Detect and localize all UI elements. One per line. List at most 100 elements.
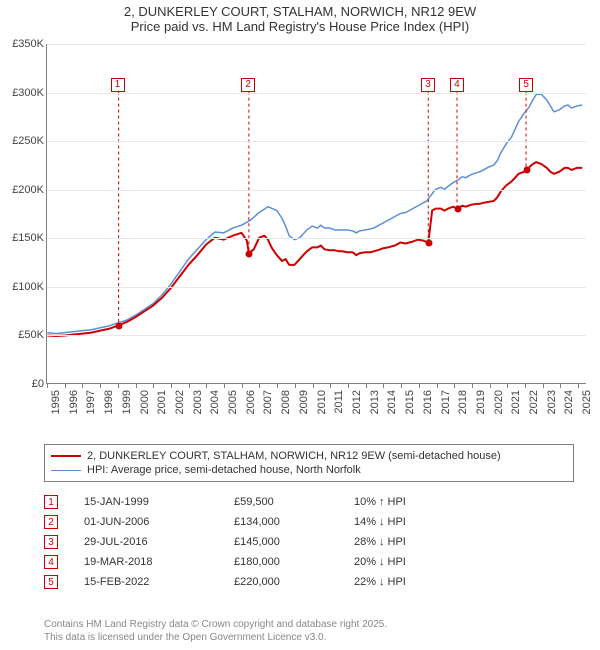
- legend-row-hpi: HPI: Average price, semi-detached house,…: [51, 463, 567, 477]
- y-axis-label: £100K: [6, 281, 44, 293]
- tcell-hpi: 20% ↓ HPI: [354, 556, 504, 568]
- legend-swatch-hpi: [51, 470, 81, 471]
- hpi-pct: 10%: [354, 496, 376, 508]
- arrow-down-icon: ↓: [379, 576, 385, 588]
- sale-marker-box: 4: [450, 78, 464, 92]
- tcell-date: 29-JUL-2016: [84, 536, 234, 548]
- x-tick: [543, 384, 544, 388]
- footnote: Contains HM Land Registry data © Crown c…: [44, 618, 574, 644]
- arrow-down-icon: ↓: [379, 556, 385, 568]
- table-row: 3 29-JUL-2016£145,00028% ↓ HPI: [44, 532, 574, 552]
- tcell-hpi: 22% ↓ HPI: [354, 576, 504, 588]
- x-tick: [383, 384, 384, 388]
- table-row: 419-MAR-2018£180,00020% ↓ HPI: [44, 552, 574, 572]
- x-tick: [525, 384, 526, 388]
- tcell-hpi: 10% ↑ HPI: [354, 496, 504, 508]
- tcell-date: 01-JUN-2006: [84, 516, 234, 528]
- x-tick: [224, 384, 225, 388]
- x-tick: [189, 384, 190, 388]
- x-tick: [578, 384, 579, 388]
- sale-marker-box: 1: [111, 78, 125, 92]
- sale-marker-box-small: 3: [44, 535, 58, 549]
- tcell-price: £145,000: [234, 536, 354, 548]
- sale-point: [246, 250, 253, 257]
- sale-marker-box: 5: [519, 78, 533, 92]
- legend: 2, DUNKERLEY COURT, STALHAM, NORWICH, NR…: [44, 444, 574, 482]
- series-line: [47, 162, 582, 336]
- y-axis-label: £150K: [6, 232, 44, 244]
- sale-marker-box: 2: [241, 78, 255, 92]
- gridline: [47, 141, 586, 142]
- table-row: 1 15-JAN-1999£59,50010% ↑ HPI: [44, 492, 574, 512]
- y-axis-label: £0: [6, 378, 44, 390]
- hpi-suffix: HPI: [388, 576, 406, 588]
- title-subtitle: Price paid vs. HM Land Registry's House …: [0, 19, 600, 34]
- tcell-marker: 1: [44, 495, 84, 509]
- x-tick: [419, 384, 420, 388]
- legend-swatch-property: [51, 455, 81, 457]
- arrow-down-icon: ↓: [379, 516, 385, 528]
- tcell-hpi: 14% ↓ HPI: [354, 516, 504, 528]
- tcell-marker: 5: [44, 575, 84, 589]
- hpi-suffix: HPI: [388, 496, 406, 508]
- tcell-price: £59,500: [234, 496, 354, 508]
- series-line: [47, 94, 582, 333]
- hpi-pct: 20%: [354, 556, 376, 568]
- hpi-pct: 28%: [354, 536, 376, 548]
- x-tick: [277, 384, 278, 388]
- arrow-down-icon: ↓: [379, 536, 385, 548]
- x-tick: [82, 384, 83, 388]
- chart-area: £0£50K£100K£150K£200K£250K£300K£350K1995…: [6, 38, 594, 428]
- gridline: [47, 190, 586, 191]
- hpi-suffix: HPI: [388, 556, 406, 568]
- tcell-marker: 3: [44, 535, 84, 549]
- x-tick: [437, 384, 438, 388]
- tcell-price: £220,000: [234, 576, 354, 588]
- tcell-date: 19-MAR-2018: [84, 556, 234, 568]
- x-tick: [118, 384, 119, 388]
- sale-marker-box-small: 5: [44, 575, 58, 589]
- x-tick: [100, 384, 101, 388]
- x-tick: [136, 384, 137, 388]
- x-tick: [153, 384, 154, 388]
- x-axis-label: 2025: [581, 390, 600, 414]
- sale-marker-box: 3: [421, 78, 435, 92]
- chart-title-block: 2, DUNKERLEY COURT, STALHAM, NORWICH, NR…: [0, 0, 600, 36]
- y-axis-label: £250K: [6, 135, 44, 147]
- hpi-suffix: HPI: [388, 536, 406, 548]
- gridline: [47, 44, 586, 45]
- gridline: [47, 93, 586, 94]
- table-row: 201-JUN-2006£134,00014% ↓ HPI: [44, 512, 574, 532]
- x-tick: [65, 384, 66, 388]
- x-tick: [47, 384, 48, 388]
- hpi-pct: 14%: [354, 516, 376, 528]
- footnote-line1: Contains HM Land Registry data © Crown c…: [44, 618, 574, 631]
- x-tick: [472, 384, 473, 388]
- sale-point: [115, 323, 122, 330]
- tcell-date: 15-FEB-2022: [84, 576, 234, 588]
- tcell-price: £134,000: [234, 516, 354, 528]
- tcell-date: 15-JAN-1999: [84, 496, 234, 508]
- hpi-pct: 22%: [354, 576, 376, 588]
- sale-point: [524, 167, 531, 174]
- line-series-svg: [47, 44, 586, 383]
- x-tick: [330, 384, 331, 388]
- legend-label-hpi: HPI: Average price, semi-detached house,…: [87, 464, 361, 476]
- title-address: 2, DUNKERLEY COURT, STALHAM, NORWICH, NR…: [0, 4, 600, 19]
- y-axis-label: £50K: [6, 329, 44, 341]
- sale-marker-box-small: 1: [44, 495, 58, 509]
- sales-table: 1 15-JAN-1999£59,50010% ↑ HPI 201-JUN-2006…: [44, 492, 574, 592]
- tcell-price: £180,000: [234, 556, 354, 568]
- hpi-suffix: HPI: [388, 516, 406, 528]
- legend-row-property: 2, DUNKERLEY COURT, STALHAM, NORWICH, NR…: [51, 449, 567, 463]
- y-axis-label: £200K: [6, 184, 44, 196]
- x-tick: [295, 384, 296, 388]
- x-tick: [348, 384, 349, 388]
- tcell-marker: 4: [44, 555, 84, 569]
- x-tick: [313, 384, 314, 388]
- tcell-hpi: 28% ↓ HPI: [354, 536, 504, 548]
- y-axis-label: £350K: [6, 38, 44, 50]
- table-row: 5 15-FEB-2022£220,00022% ↓ HPI: [44, 572, 574, 592]
- gridline: [47, 335, 586, 336]
- tcell-marker: 2: [44, 515, 84, 529]
